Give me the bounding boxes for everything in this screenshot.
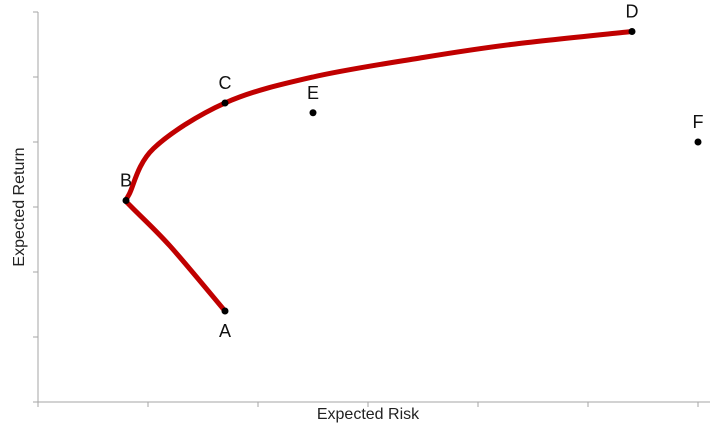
point-c bbox=[221, 99, 229, 107]
x-axis-label: Expected Risk bbox=[317, 406, 420, 423]
point-e bbox=[309, 109, 317, 117]
point-label-f: F bbox=[693, 112, 704, 132]
point-label-b: B bbox=[120, 171, 132, 191]
point-label-d: D bbox=[626, 2, 639, 22]
efficient-frontier-curve bbox=[123, 29, 635, 314]
point-label-e: E bbox=[307, 83, 319, 103]
point-label-a: A bbox=[219, 321, 231, 341]
point-f bbox=[694, 138, 702, 146]
ticks bbox=[33, 11, 699, 407]
axes bbox=[37, 12, 710, 403]
y-axis-label: Expected Return bbox=[11, 147, 28, 266]
point-a bbox=[221, 307, 229, 315]
point-b bbox=[122, 197, 130, 204]
point-label-c: C bbox=[219, 73, 232, 93]
point-d bbox=[628, 28, 636, 35]
data-points: A B C D E F bbox=[120, 2, 704, 342]
